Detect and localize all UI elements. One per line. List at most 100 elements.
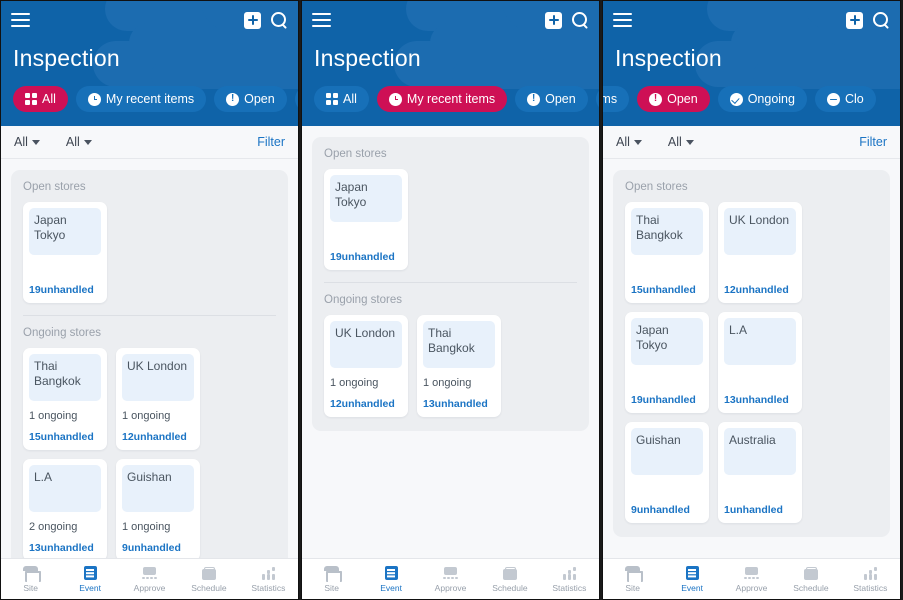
nav-item-event[interactable]: Event (361, 565, 420, 593)
store-name: Japan Tokyo (631, 318, 703, 365)
phone-screen-1: Inspection All My recent items ! Open Or (0, 0, 299, 600)
check-circle-icon (729, 92, 743, 106)
dropdown-status[interactable]: All (66, 135, 92, 149)
store-card[interactable]: Thai Bangkok 15unhandled (625, 202, 709, 303)
section-divider (23, 315, 276, 316)
dropdown-label: All (14, 135, 28, 149)
chip-all[interactable]: All (13, 86, 68, 112)
chip-closed[interactable]: Clo (814, 86, 876, 112)
hamburger-icon[interactable] (11, 13, 30, 27)
chip-my-recent-items[interactable]: My recent items (376, 86, 508, 112)
nav-item-schedule[interactable]: Schedule (781, 565, 840, 593)
unhandled-count: 19unhandled (631, 394, 696, 406)
store-card[interactable]: Japan Tokyo 19unhandled (625, 312, 709, 413)
chip-all[interactable]: All (314, 86, 369, 112)
store-name: L.A (29, 465, 101, 512)
hamburger-icon[interactable] (312, 13, 331, 27)
nav-label: Approve (133, 583, 166, 593)
chip-filter-bar[interactable]: All My recent items ! Open Or (1, 72, 298, 112)
dropdown-region[interactable]: All (14, 135, 40, 149)
chip-filter-bar[interactable]: All My recent items ! Open Or (302, 72, 599, 112)
chip-open[interactable]: ! Open (515, 86, 588, 112)
add-icon[interactable] (846, 11, 863, 29)
unhandled-count: 19unhandled (29, 284, 94, 296)
section-title-ongoing: Ongoing stores (23, 327, 101, 339)
filter-bar: All All Filter (1, 126, 298, 159)
add-icon[interactable] (545, 11, 562, 29)
dropdown-status[interactable]: All (668, 135, 694, 149)
chip-my-recent-items[interactable]: My recent items (75, 86, 207, 112)
nav-item-site[interactable]: Site (603, 565, 662, 593)
nav-item-approve[interactable]: Approve (120, 565, 179, 593)
filter-link[interactable]: Filter (257, 135, 285, 149)
clock-icon (388, 92, 402, 106)
chip-open[interactable]: ! Open (214, 86, 287, 112)
app-header: Inspection All My recent items ! Open Or (302, 1, 599, 126)
store-card[interactable]: L.A 2 ongoing 13unhandled (23, 459, 107, 558)
hamburger-icon[interactable] (613, 13, 632, 27)
unhandled-count: 12unhandled (122, 431, 187, 443)
store-card[interactable]: UK London 1 ongoing 12unhandled (116, 348, 200, 450)
store-card[interactable]: UK London 1 ongoing 12unhandled (324, 315, 408, 417)
nav-item-statistics[interactable]: Statistics (540, 565, 599, 593)
chevron-down-icon (31, 139, 40, 145)
store-card[interactable]: L.A 13unhandled (718, 312, 802, 413)
dropdown-region[interactable]: All (616, 135, 642, 149)
content-area: Open stores Japan Tokyo 19unhandled Ongo… (1, 159, 298, 558)
app-header: Inspection recent items ! Open Ongoing C… (603, 1, 900, 126)
calendar-icon (200, 565, 217, 581)
chevron-down-icon (633, 139, 642, 145)
nav-label: Statistics (251, 583, 286, 593)
unhandled-count: 13unhandled (423, 398, 488, 410)
bottom-navigation: Site Event Approve Schedule Statistics (302, 558, 599, 599)
chip-label: Open (545, 92, 576, 106)
chip-ongoing[interactable]: Or (294, 86, 298, 112)
open-store-card-list: Thai Bangkok 15unhandled UK London 12unh… (625, 202, 878, 523)
section-divider (324, 282, 577, 283)
nav-item-schedule[interactable]: Schedule (480, 565, 539, 593)
store-card[interactable]: Australia 1unhandled (718, 422, 802, 523)
nav-item-event[interactable]: Event (662, 565, 721, 593)
stores-panel: Open stores Japan Tokyo 19unhandled Ongo… (11, 170, 288, 558)
document-list-icon (383, 565, 400, 581)
store-card[interactable]: Japan Tokyo 19unhandled (23, 202, 107, 303)
storefront-icon (624, 565, 643, 582)
storefront-icon (323, 565, 342, 582)
chip-ongoing[interactable]: Or (595, 86, 599, 112)
page-title: Inspection (314, 45, 421, 71)
add-icon[interactable] (244, 11, 261, 29)
nav-item-schedule[interactable]: Schedule (179, 565, 238, 593)
store-card[interactable]: UK London 12unhandled (718, 202, 802, 303)
search-icon[interactable] (571, 11, 589, 29)
store-name: Guishan (122, 465, 194, 512)
chip-filter-bar[interactable]: recent items ! Open Ongoing Clo (603, 72, 900, 112)
nav-item-statistics[interactable]: Statistics (239, 565, 298, 593)
nav-label: Schedule (492, 583, 528, 593)
grid-icon (25, 93, 37, 105)
search-icon[interactable] (872, 11, 890, 29)
chip-ongoing[interactable]: Ongoing (717, 86, 807, 112)
unhandled-count: 1unhandled (724, 504, 783, 516)
ongoing-count: 1 ongoing (29, 410, 78, 422)
nav-item-site[interactable]: Site (1, 565, 60, 593)
store-card[interactable]: Japan Tokyo 19unhandled (324, 169, 408, 270)
chip-label: Open (244, 92, 275, 106)
nav-label: Site (324, 583, 340, 593)
nav-item-site[interactable]: Site (302, 565, 361, 593)
nav-item-statistics[interactable]: Statistics (841, 565, 900, 593)
chip-open[interactable]: ! Open (637, 86, 710, 112)
nav-item-approve[interactable]: Approve (722, 565, 781, 593)
unhandled-count: 15unhandled (29, 431, 94, 443)
search-icon[interactable] (270, 11, 288, 29)
section-title-ongoing: Ongoing stores (324, 294, 402, 306)
filter-link[interactable]: Filter (859, 135, 887, 149)
store-card[interactable]: Thai Bangkok 1 ongoing 13unhandled (417, 315, 501, 417)
store-card[interactable]: Guishan 9unhandled (625, 422, 709, 523)
nav-item-event[interactable]: Event (60, 565, 119, 593)
chip-label: Ongoing (747, 92, 795, 106)
store-card[interactable]: Guishan 1 ongoing 9unhandled (116, 459, 200, 558)
nav-item-approve[interactable]: Approve (421, 565, 480, 593)
store-card[interactable]: Thai Bangkok 1 ongoing 15unhandled (23, 348, 107, 450)
page-title: Inspection (13, 45, 120, 71)
chip-my-recent-items[interactable]: recent items (603, 86, 630, 112)
